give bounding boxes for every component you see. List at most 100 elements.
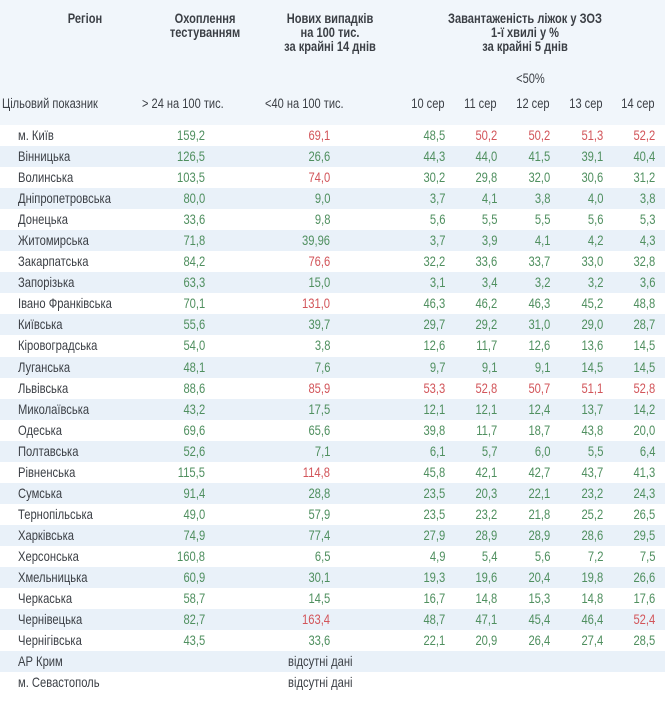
beds-value: 39,1 [581,148,603,165]
beds-value: 4,9 [429,547,445,564]
beds-value: 12,6 [528,337,550,354]
region-name: Полтавська [18,442,79,459]
table-row: Хмельницька 60,9 30,1 19,3 19,6 20,4 19,8 26,6 [0,566,665,589]
region-name: Хмельницька [18,568,88,585]
beds-value: 19,8 [581,568,603,585]
beds-value: 32,0 [528,169,550,186]
coverage-value: 71,8 [183,232,205,249]
beds-value: 3,8 [534,190,550,207]
beds-value: 4,1 [534,232,550,249]
beds-value: 9,1 [534,358,550,375]
coverage-value: 80,0 [183,190,205,207]
beds-value: 13,7 [581,400,603,417]
beds-value: 3,4 [481,274,497,291]
beds-value: 27,4 [581,632,603,649]
header-line: на 100 тис. [300,25,360,40]
beds-value: 14,8 [475,590,497,607]
region-name: Одеська [18,421,63,438]
coverage-target: > 24 на 100 тис. [142,96,224,111]
new-cases-value: 163,4 [301,611,330,628]
beds-value: 28,7 [633,316,655,333]
coverage-value: 159,2 [176,127,205,143]
beds-value: 3,8 [639,190,655,207]
beds-value: 4,0 [587,190,603,207]
beds-value: 51,3 [581,127,603,143]
target-label: Цільовий показник [2,96,98,111]
beds-value: 28,5 [633,632,655,649]
new-cases-value: 7,6 [314,358,330,375]
beds-value: 5,7 [481,442,497,459]
region-name: Запорізька [18,274,75,291]
beds-value: 28,6 [581,526,603,543]
table-row: Закарпатська 84,2 76,6 32,2 33,6 33,7 33,0 32,8 [0,251,665,272]
no-data-note: відсутні дані [288,653,353,670]
table-row: Волинська 103,5 74,0 30,2 29,8 32,0 30,6 31,2 [0,167,665,188]
beds-value: 28,9 [475,526,497,543]
table-row: Херсонська 160,8 6,5 4,9 5,4 5,6 7,2 7,5 [0,546,665,567]
beds-value: 50,2 [528,127,550,143]
beds-value: 17,6 [633,590,655,607]
beds-value: 16,7 [423,590,445,607]
new-cases-value: 131,0 [301,295,330,312]
beds-value: 33,0 [581,253,603,270]
beds-target: <50% [516,71,545,86]
date-header: 10 сер [411,96,445,111]
beds-value: 50,2 [475,127,497,143]
region-name: Житомирська [18,232,89,249]
beds-value: 52,8 [475,379,497,396]
beds-value: 22,1 [423,632,445,649]
beds-value: 32,2 [423,253,445,270]
header-line: за крайні 5 днів [482,39,568,54]
table-row: Львівська 88,6 85,9 53,3 52,8 50,7 51,1 52,8 [0,378,665,399]
region-name: Чернігівська [18,632,82,649]
region-name: Дніпропетровська [18,190,111,207]
beds-value: 5,5 [587,442,603,459]
beds-value: 3,1 [429,274,445,291]
new-cases-value: 39,7 [308,316,330,333]
header-line: за крайні 14 днів [284,39,376,54]
beds-value: 3,7 [429,190,445,207]
table-row: Одеська 69,6 65,6 39,8 11,7 18,7 43,8 20,0 [0,420,665,441]
table-row: Луганська 48,1 7,6 9,7 9,1 9,1 14,5 14,5 [0,356,665,378]
beds-value: 4,3 [639,232,655,249]
beds-value: 26,5 [633,505,655,522]
new-cases-value: 3,8 [314,337,330,354]
header-line: Завантаженість ліжок у ЗОЗ [448,11,602,26]
header-line: Нових випадків [286,11,374,26]
table-row: Миколаївська 43,2 17,5 12,1 12,1 12,4 13,7 14,2 [0,398,665,420]
beds-value: 15,3 [528,590,550,607]
beds-value: 29,2 [475,316,497,333]
new-cases-value: 69,1 [308,127,330,143]
beds-value: 5,5 [481,211,497,228]
beds-value: 5,6 [429,211,445,228]
beds-value: 20,3 [475,484,497,501]
beds-value: 14,5 [633,358,655,375]
beds-value: 26,6 [633,568,655,585]
beds-value: 52,2 [633,127,655,143]
region-name: Херсонська [18,547,79,564]
table-row: АР Крим відсутні дані [0,651,665,673]
table-row: Полтавська 52,6 7,1 6,1 5,7 6,0 5,5 6,4 [0,440,665,462]
beds-value: 3,2 [587,274,603,291]
table-row: Дніпропетровська 80,0 9,0 3,7 4,1 3,8 4,0 3,8 [0,188,665,210]
coverage-value: 74,9 [183,526,205,543]
table-row: Вінницька 126,5 26,6 44,3 44,0 41,5 39,1 40,4 [0,146,665,168]
beds-value: 40,4 [633,148,655,165]
coverage-value: 63,3 [183,274,205,291]
new-cases-value: 14,5 [308,590,330,607]
beds-value: 23,2 [581,484,603,501]
coverage-value: 82,7 [183,611,205,628]
new-cases-value: 39,96 [301,232,330,249]
table-row: Харківська 74,9 77,4 27,9 28,9 28,9 28,6 29,5 [0,524,665,546]
beds-value: 30,6 [581,169,603,186]
beds-value: 23,2 [475,505,497,522]
beds-value: 6,1 [429,442,445,459]
beds-value: 29,8 [475,169,497,186]
new-cases-value: 74,0 [308,169,330,186]
coverage-value: 84,2 [183,253,205,270]
coverage-value: 88,6 [183,379,205,396]
beds-value: 50,7 [528,379,550,396]
coverage-value: 58,7 [183,590,205,607]
region-name: Тернопільська [18,505,93,522]
beds-value: 41,5 [528,148,550,165]
